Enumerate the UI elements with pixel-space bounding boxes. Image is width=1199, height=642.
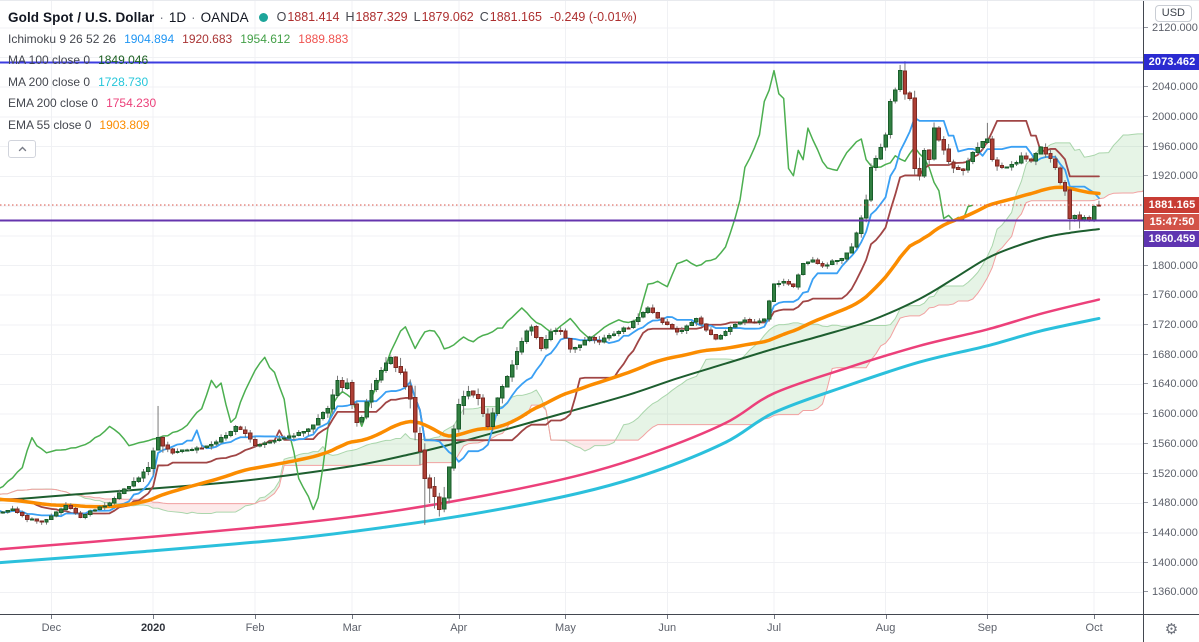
time-axis-tick [352,615,354,619]
indicator-label: MA 100 close 0 [8,53,91,68]
ma-200-line[interactable] [0,316,1101,568]
low-label: L [413,10,421,24]
time-axis-label: Feb [245,622,265,634]
hline-upper-badge: 2073.462 [1144,54,1199,71]
time-axis-tick [51,615,53,619]
indicator-value: 1903.809 [99,117,150,132]
indicator-label: EMA 55 close 0 [8,117,92,132]
ohlc-values: O1881.414 H1887.329 L1879.062 C1881.165 … [277,10,637,24]
currency-button[interactable]: USD [1154,5,1192,22]
high-value: 1887.329 [355,10,408,24]
legend-row-ema-55[interactable]: EMA 55 close 0 1903.809 [8,114,637,136]
countdown-badge: 15:47:50 [1144,214,1199,231]
indicator-value: 1920.683 [182,31,233,46]
market-status-icon [258,12,268,22]
indicator-values: 1754.230 [106,96,156,110]
time-axis-label: Jun [658,622,677,634]
settings-icon[interactable]: ⚙ [1164,620,1179,638]
chevron-up-icon [18,146,26,151]
exchange-name: OANDA [200,9,249,25]
indicator-values: 1849.046 [98,53,148,67]
ema-55-line[interactable] [0,185,1101,509]
ichimoku-span-b-line[interactable] [0,157,1143,505]
ichimoku-cloud [0,133,1143,515]
indicator-label: EMA 200 close 0 [8,96,99,111]
indicator-value: 1849.046 [98,53,149,68]
time-axis-label: Mar [342,622,362,634]
close-value: 1881.165 [489,10,542,24]
open-label: O [276,10,287,24]
ema-200-line[interactable] [0,298,1101,556]
indicator-values: 1903.809 [99,118,149,132]
hline-lower-badge: 1860.459 [1144,231,1199,248]
time-axis-tick [153,615,155,619]
ichimoku-span-a-line[interactable] [0,133,1143,515]
legend-row-ema-200[interactable]: EMA 200 close 0 1754.230 [8,93,637,115]
candles-layer[interactable] [0,61,1102,525]
change-value: -0.249 (-0.01%) [549,10,637,24]
collapse-indicators-button[interactable] [8,139,36,158]
time-axis-label: Oct [1085,622,1103,634]
legend: Gold Spot / U.S. Dollar · 1D · OANDA O18… [8,6,637,158]
time-axis-tick [987,615,989,619]
ichimoku-base-line[interactable] [0,119,1100,515]
time-axis-tick [458,615,460,619]
legend-row-ma-100[interactable]: MA 100 close 0 1849.046 [8,50,637,72]
ma-100-line[interactable] [0,228,1100,505]
close-label: C [479,10,489,24]
time-axis-label: Jul [766,622,782,634]
ichimoku-lagging-line[interactable] [0,69,974,511]
indicator-value: 1904.894 [124,31,175,46]
ichimoku-conversion-line[interactable] [0,116,1100,518]
time-axis[interactable]: Dec 2020 Feb Mar Apr May Jun Jul Aug Sep Oct [0,614,1143,642]
indicator-value: 1728.730 [98,74,149,89]
grid [0,1,1143,614]
time-axis-tick [1094,615,1096,619]
separator: · [191,9,196,25]
chart-pane[interactable] [0,1,1143,614]
symbol-name[interactable]: Gold Spot / U.S. Dollar [8,9,155,25]
price-axis[interactable]: USD 2120.000 2040.000 2000.000 1960.000 1920… [1143,1,1199,614]
time-axis-label: Dec [41,622,62,634]
indicator-value: 1754.230 [106,96,157,111]
time-axis-tick [255,615,257,619]
legend-row-ichimoku[interactable]: Ichimoku 9 26 52 26 1904.894 1920.683 1954.… [8,28,637,50]
time-axis-label: Aug [875,622,896,634]
low-value: 1879.062 [421,10,474,24]
separator: · [159,9,164,25]
time-axis-tick [565,615,567,619]
time-axis-label: Sep [977,622,998,634]
time-axis-tick [667,615,669,619]
time-axis-label: May [555,622,576,634]
axis-settings-corner: ⚙ [1143,614,1199,642]
time-axis-tick [774,615,775,619]
time-axis-tick [885,615,887,619]
indicator-values: 1728.730 [98,75,148,89]
last-price-badge: 1881.165 [1144,197,1199,214]
legend-row-ma-200[interactable]: MA 200 close 0 1728.730 [8,71,637,93]
open-value: 1881.414 [287,10,340,24]
indicator-values: 1904.894 1920.683 1954.612 1889.883 [124,32,348,46]
indicator-value: 1954.612 [240,31,291,46]
indicator-value: 1889.883 [298,31,349,46]
time-axis-label: Apr [450,622,468,634]
symbol-title-row[interactable]: Gold Spot / U.S. Dollar · 1D · OANDA O18… [8,6,637,28]
indicator-label: MA 200 close 0 [8,74,91,89]
indicator-label: Ichimoku 9 26 52 26 [8,31,117,46]
time-axis-label: 2020 [140,622,166,634]
timeframe[interactable]: 1D [168,9,187,25]
high-label: H [345,10,355,24]
